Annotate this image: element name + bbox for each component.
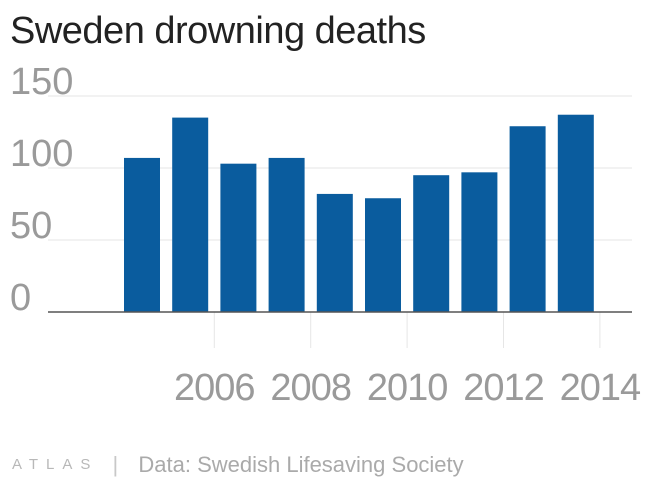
footer: ATLAS | Data: Swedish Lifesaving Society [12,452,464,478]
bar [461,172,498,312]
bar [557,114,594,312]
x-tick-label: 2010 [367,367,448,409]
y-tick-labels: 0 50 100 150 [10,61,73,319]
bar [172,117,209,312]
x-tick-label: 2014 [560,367,641,409]
bar [413,175,450,312]
atlas-logo: ATLAS [12,456,99,473]
x-tick-labels: 2006 2008 2010 2012 2014 [174,367,642,409]
x-tick-marks [213,312,601,348]
bar [509,126,546,313]
footer-separator: | [112,452,119,477]
bar [124,157,160,312]
y-tick-label: 50 [10,205,52,247]
bar [316,193,353,312]
bar [365,198,401,312]
bar [220,163,257,312]
bars [124,114,594,313]
y-tick-label: 150 [10,61,73,103]
data-source: Data: Swedish Lifesaving Society [138,452,464,477]
y-tick-label: 100 [10,133,73,175]
chart-title: Sweden drowning deaths [10,10,426,52]
x-tick-label: 2006 [174,367,255,409]
y-tick-label: 0 [10,277,31,319]
bar-chart: 0 50 100 150 2006 2008 2010 2012 2014 [10,61,642,409]
bar [268,157,305,312]
x-tick-label: 2008 [270,367,351,409]
x-tick-label: 2012 [463,367,544,409]
